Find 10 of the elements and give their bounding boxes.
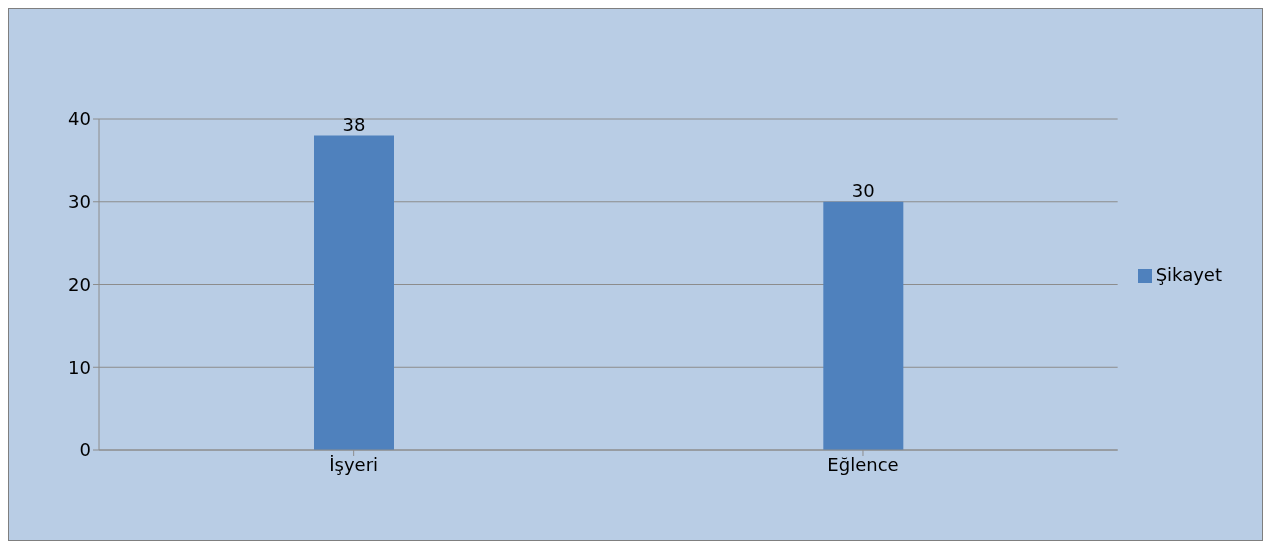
legend-label: Şikayet [1155, 264, 1222, 285]
y-tick-label: 0 [79, 439, 91, 461]
data-label: 38 [342, 113, 366, 135]
x-tick-label: İşyeri [329, 453, 379, 475]
x-tick-label: Eğlence [827, 453, 899, 475]
y-tick-label: 20 [68, 273, 91, 295]
y-tick-label: 30 [68, 191, 91, 213]
y-tick-label: 10 [68, 356, 91, 378]
data-label: 30 [851, 179, 875, 201]
y-tick-label: 40 [68, 108, 91, 130]
